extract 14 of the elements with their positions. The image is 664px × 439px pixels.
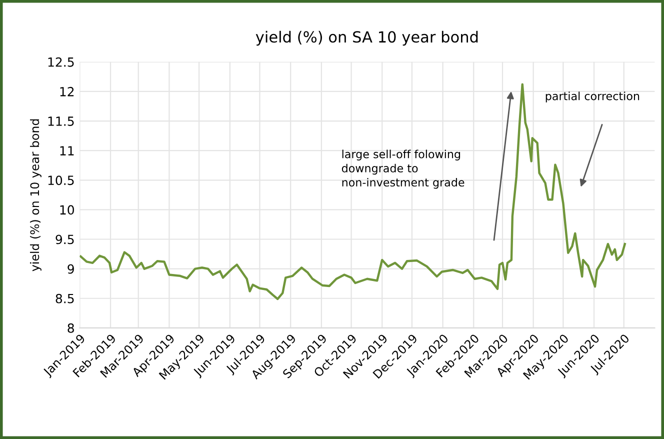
annotation: large sell-off folowing downgrade to non-investment grade [342,150,464,189]
y-tick-label: 12 [60,86,74,96]
y-tick-label: 10 [60,205,74,215]
y-axis-title: yield (%) on 10 year bond [30,119,42,272]
y-tick-label: 11 [60,146,74,156]
y-tick-label: 9 [68,264,74,274]
y-tick-label: 8.5 [56,294,74,304]
y-tick-label: 9.5 [56,234,74,244]
y-tick-label: 10.5 [48,176,74,186]
y-tick-label: 8 [68,323,74,333]
chart-title: yield (%) on SA 10 year bond [256,30,478,46]
annotation: partial correction [546,92,640,102]
y-tick-label: 12.5 [48,57,74,67]
y-tick-label: 11.5 [48,116,74,126]
